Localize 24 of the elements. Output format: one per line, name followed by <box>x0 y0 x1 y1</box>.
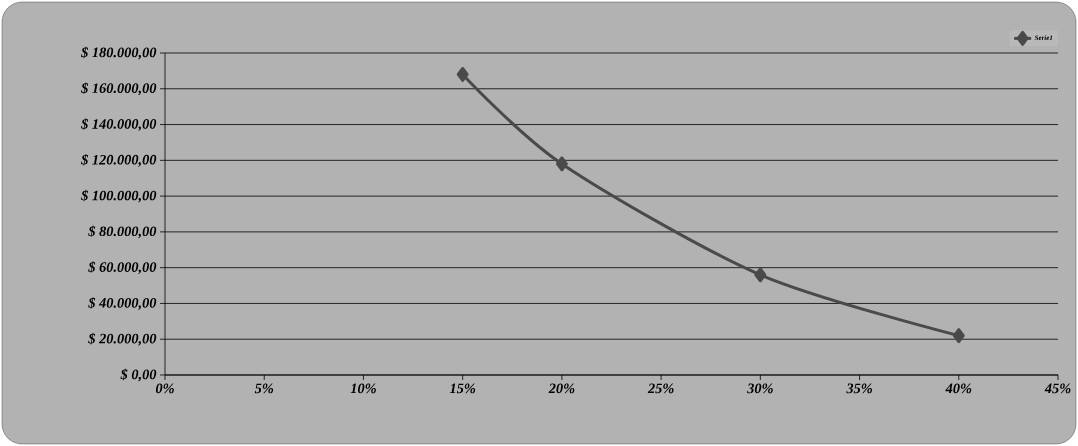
point <box>456 66 469 82</box>
y-tick-label: $ 0,00 <box>120 368 157 382</box>
x-tick-label: 45% <box>1044 383 1071 394</box>
x-tick-label: 10% <box>350 383 376 394</box>
y-tick-label: $ 60.000,00 <box>88 261 157 274</box>
y-tick-label: $ 140.000,00 <box>80 118 157 131</box>
x-tick-label: 5% <box>254 383 274 394</box>
x-tick-label: 15% <box>449 383 476 394</box>
y-tick-label: $ 180.000,00 <box>80 46 157 60</box>
x-tick-label: 25% <box>647 383 674 394</box>
y-tick-label: $ 120.000,00 <box>80 154 157 167</box>
x-tick-label: 30% <box>747 383 773 394</box>
point <box>555 156 568 172</box>
y-tick-label: $ 80.000,00 <box>88 225 157 239</box>
x-tick-label: 35% <box>846 383 872 394</box>
x-tick-label: 20% <box>548 383 575 394</box>
x-tick-label: 0% <box>155 383 174 394</box>
y-tick-label: $ 20.000,00 <box>88 332 157 346</box>
y-tick-label: $ 40.000,00 <box>88 297 157 310</box>
point <box>754 267 767 283</box>
point <box>952 328 965 344</box>
y-tick-label: $ 100.000,00 <box>80 189 157 203</box>
y-tick-label: $ 160.000,00 <box>80 82 157 96</box>
x-tick-label: 40% <box>945 383 972 394</box>
